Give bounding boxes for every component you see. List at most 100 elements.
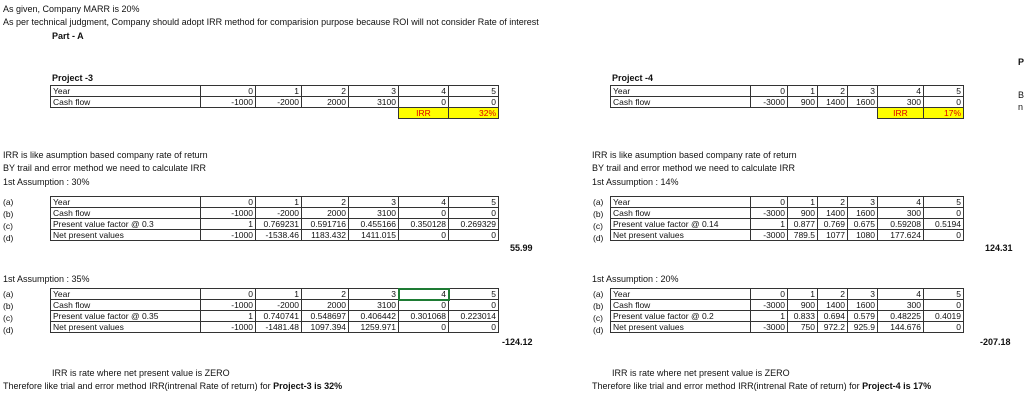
table-cell[interactable]: -2000: [255, 96, 302, 108]
table-cell[interactable]: 3: [348, 196, 399, 208]
table-cell[interactable]: 1: [787, 196, 818, 208]
table-cell[interactable]: 2: [301, 288, 349, 300]
table-cell[interactable]: -1000: [200, 207, 256, 219]
table-cell[interactable]: 1: [255, 196, 302, 208]
cashflow-label-cell[interactable]: Cash flow: [50, 96, 201, 108]
table-cell[interactable]: 4: [877, 288, 924, 300]
selected-cell[interactable]: 4: [397, 287, 450, 301]
table-cell[interactable]: 0.675: [847, 218, 878, 230]
row-label-cell[interactable]: Present value factor @ 0.3: [50, 218, 201, 230]
table-cell[interactable]: 1600: [847, 299, 878, 311]
row-label-cell[interactable]: Cash flow: [610, 299, 751, 311]
table-cell[interactable]: 900: [787, 207, 818, 219]
table-cell[interactable]: 0.833: [787, 310, 818, 322]
table-cell[interactable]: 1097.394: [301, 321, 349, 333]
npv-total[interactable]: -207.18: [980, 337, 1011, 347]
table-cell[interactable]: 0.301068: [398, 310, 449, 322]
table-cell[interactable]: 0: [398, 207, 449, 219]
table-cell[interactable]: -1000: [200, 321, 256, 333]
table-cell[interactable]: 1: [200, 218, 256, 230]
row-label-cell[interactable]: Year: [50, 196, 201, 208]
row-label-cell[interactable]: Year: [610, 196, 751, 208]
table-cell[interactable]: 300: [877, 96, 924, 108]
table-cell[interactable]: 0.223014: [448, 310, 499, 322]
table-cell[interactable]: -3000: [750, 321, 788, 333]
table-cell[interactable]: 0: [750, 196, 788, 208]
table-cell[interactable]: 900: [787, 96, 818, 108]
npv-total[interactable]: -124.12: [502, 337, 533, 347]
row-label-cell[interactable]: Present value factor @ 0.14: [610, 218, 751, 230]
table-cell[interactable]: 1077: [817, 229, 848, 241]
table-cell[interactable]: 4: [877, 85, 924, 97]
row-label-cell[interactable]: Cash flow: [50, 299, 201, 311]
table-cell[interactable]: 0: [923, 96, 964, 108]
table-cell[interactable]: 2: [301, 85, 349, 97]
row-label-cell[interactable]: Net present values: [610, 229, 751, 241]
row-label-cell[interactable]: Net present values: [610, 321, 751, 333]
table-cell[interactable]: 2000: [301, 96, 349, 108]
table-cell[interactable]: 0: [750, 85, 788, 97]
table-cell[interactable]: 0: [448, 229, 499, 241]
table-cell[interactable]: 0: [448, 96, 499, 108]
table-cell[interactable]: 0: [923, 299, 964, 311]
table-cell[interactable]: -3000: [750, 299, 788, 311]
table-cell[interactable]: 1400: [817, 96, 848, 108]
table-cell[interactable]: 1600: [847, 96, 878, 108]
table-cell[interactable]: 0.694: [817, 310, 848, 322]
table-cell[interactable]: 1: [750, 310, 788, 322]
irr-value-cell[interactable]: 32%: [448, 107, 499, 119]
table-cell[interactable]: 1: [255, 85, 302, 97]
cashflow-label-cell[interactable]: Cash flow: [610, 96, 751, 108]
table-cell[interactable]: 1: [255, 288, 302, 300]
table-cell[interactable]: 300: [877, 299, 924, 311]
table-cell[interactable]: 2000: [301, 299, 349, 311]
table-cell[interactable]: 0.548697: [301, 310, 349, 322]
table-cell[interactable]: 0: [923, 321, 964, 333]
table-cell[interactable]: 1183.432: [301, 229, 349, 241]
table-cell[interactable]: 1600: [847, 207, 878, 219]
table-cell[interactable]: 144.676: [877, 321, 924, 333]
table-cell[interactable]: 0: [200, 196, 256, 208]
table-cell[interactable]: 1: [787, 288, 818, 300]
table-cell[interactable]: 2: [301, 196, 349, 208]
table-cell[interactable]: 0.769231: [255, 218, 302, 230]
table-cell[interactable]: -3000: [750, 207, 788, 219]
year-label-cell[interactable]: Year: [50, 85, 201, 97]
table-cell[interactable]: 0.740741: [255, 310, 302, 322]
npv-total[interactable]: 124.31: [985, 243, 1013, 253]
year-label-cell[interactable]: Year: [610, 85, 751, 97]
irr-label-cell[interactable]: IRR: [398, 107, 449, 119]
irr-value-cell[interactable]: 17%: [923, 107, 964, 119]
table-cell[interactable]: 3: [348, 85, 399, 97]
table-cell[interactable]: 5: [448, 288, 499, 300]
table-cell[interactable]: 1411.015: [348, 229, 399, 241]
table-cell[interactable]: 1: [200, 310, 256, 322]
table-cell[interactable]: 972.2: [817, 321, 848, 333]
table-cell[interactable]: 0.5194: [923, 218, 964, 230]
row-label-cell[interactable]: Net present values: [50, 229, 201, 241]
table-cell[interactable]: 3: [348, 288, 399, 300]
table-cell[interactable]: -1000: [200, 96, 256, 108]
table-cell[interactable]: 0: [398, 299, 449, 311]
table-cell[interactable]: 4: [398, 85, 449, 97]
table-cell[interactable]: 1080: [847, 229, 878, 241]
table-cell[interactable]: 0.579: [847, 310, 878, 322]
table-cell[interactable]: 3: [847, 85, 878, 97]
table-cell[interactable]: 300: [877, 207, 924, 219]
table-cell[interactable]: 3100: [348, 96, 399, 108]
table-cell[interactable]: -2000: [255, 207, 302, 219]
table-cell[interactable]: 1: [787, 85, 818, 97]
row-label-cell[interactable]: Cash flow: [610, 207, 751, 219]
table-cell[interactable]: 925.9: [847, 321, 878, 333]
row-label-cell[interactable]: Year: [50, 288, 201, 300]
table-cell[interactable]: 0.455166: [348, 218, 399, 230]
table-cell[interactable]: 0: [448, 207, 499, 219]
table-cell[interactable]: -2000: [255, 299, 302, 311]
table-cell[interactable]: 4: [877, 196, 924, 208]
table-cell[interactable]: 0.877: [787, 218, 818, 230]
table-cell[interactable]: 750: [787, 321, 818, 333]
table-cell[interactable]: 3100: [348, 299, 399, 311]
table-cell[interactable]: 2: [817, 288, 848, 300]
table-cell[interactable]: 1: [750, 218, 788, 230]
table-cell[interactable]: 5: [923, 196, 964, 208]
